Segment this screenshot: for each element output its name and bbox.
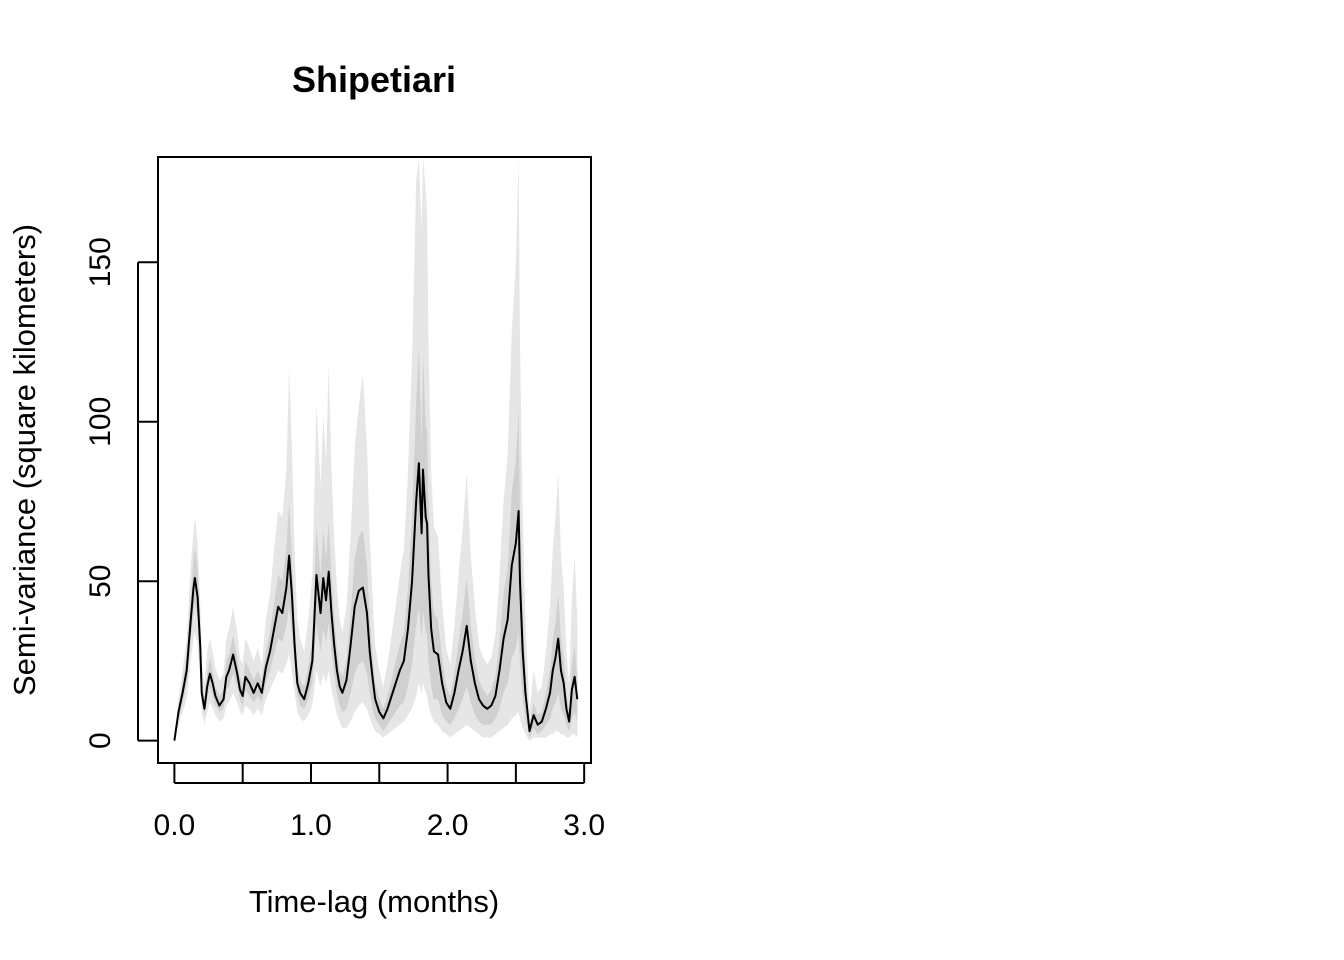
x-tick-label: 3.0 [563, 809, 605, 842]
x-axis: 0.0 1.0 2.0 3.0 [154, 763, 605, 842]
y-tick-label: 100 [84, 397, 117, 447]
confidence-bands [174, 157, 578, 741]
x-axis-label: Time-lag (months) [249, 884, 499, 919]
chart-title: Shipetiari [292, 59, 456, 100]
y-tick-label: 0 [84, 732, 117, 749]
x-tick-label: 1.0 [290, 809, 332, 842]
y-tick-label: 50 [84, 565, 117, 598]
band-inner-interval [174, 345, 578, 741]
y-axis: 0 50 100 150 [84, 237, 158, 749]
plot-frame [157, 156, 592, 764]
x-tick-label: 2.0 [427, 809, 469, 842]
x-tick-label: 0.0 [154, 809, 196, 842]
estimate-lines [173, 462, 579, 741]
y-tick-label: 150 [84, 237, 117, 287]
y-axis-label: Semi-variance (square kilometers) [7, 224, 42, 696]
band-outer-interval [174, 157, 578, 741]
series-line-estimate [173, 462, 579, 741]
